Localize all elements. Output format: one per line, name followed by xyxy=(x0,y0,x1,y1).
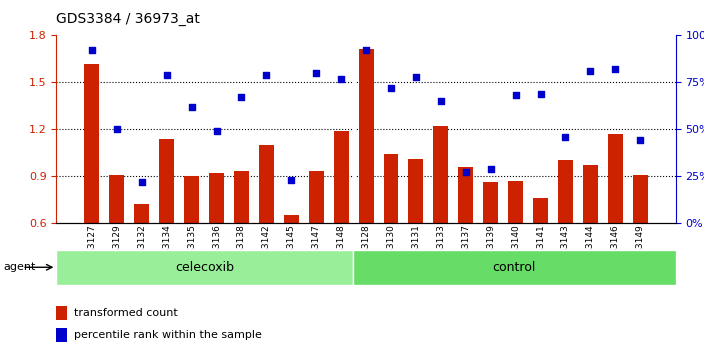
Bar xyxy=(583,165,598,317)
Text: control: control xyxy=(493,261,536,274)
Point xyxy=(161,72,172,78)
Bar xyxy=(84,63,99,317)
Point xyxy=(111,126,122,132)
Point xyxy=(634,138,646,143)
Bar xyxy=(458,167,473,317)
Bar xyxy=(109,175,125,317)
Point xyxy=(336,76,347,81)
Bar xyxy=(134,204,149,317)
Point xyxy=(535,91,546,96)
Point xyxy=(260,72,272,78)
Bar xyxy=(56,250,353,285)
Bar xyxy=(284,215,298,317)
Text: GDS3384 / 36973_at: GDS3384 / 36973_at xyxy=(56,12,200,27)
Text: transformed count: transformed count xyxy=(74,308,177,318)
Bar xyxy=(358,50,374,317)
Point xyxy=(410,74,422,80)
Bar xyxy=(434,126,448,317)
Point xyxy=(460,170,472,175)
Bar xyxy=(408,159,423,317)
Point xyxy=(310,70,322,76)
Bar xyxy=(56,327,68,342)
Point xyxy=(286,177,297,183)
Bar xyxy=(384,154,398,317)
Text: celecoxib: celecoxib xyxy=(175,261,234,274)
Point xyxy=(87,47,98,53)
Point xyxy=(510,93,521,98)
Point xyxy=(236,95,247,100)
Text: percentile rank within the sample: percentile rank within the sample xyxy=(74,330,262,340)
Bar xyxy=(209,173,224,317)
Point xyxy=(360,47,372,53)
Bar xyxy=(334,131,348,317)
Bar xyxy=(159,139,174,317)
Bar xyxy=(608,134,623,317)
Bar xyxy=(533,198,548,317)
Point xyxy=(435,98,446,104)
Bar xyxy=(234,171,249,317)
Bar xyxy=(508,181,523,317)
Bar xyxy=(309,171,324,317)
Point xyxy=(211,128,222,134)
Bar xyxy=(633,175,648,317)
Bar xyxy=(558,160,573,317)
Point xyxy=(136,179,147,184)
Bar xyxy=(259,145,274,317)
Bar xyxy=(353,250,676,285)
Point xyxy=(560,134,571,139)
Point xyxy=(385,85,396,91)
Text: agent: agent xyxy=(4,262,36,272)
Bar xyxy=(184,176,199,317)
Point xyxy=(485,166,496,171)
Bar xyxy=(483,182,498,317)
Point xyxy=(186,104,197,109)
Point xyxy=(585,68,596,74)
Bar xyxy=(56,306,68,320)
Point xyxy=(610,66,621,72)
